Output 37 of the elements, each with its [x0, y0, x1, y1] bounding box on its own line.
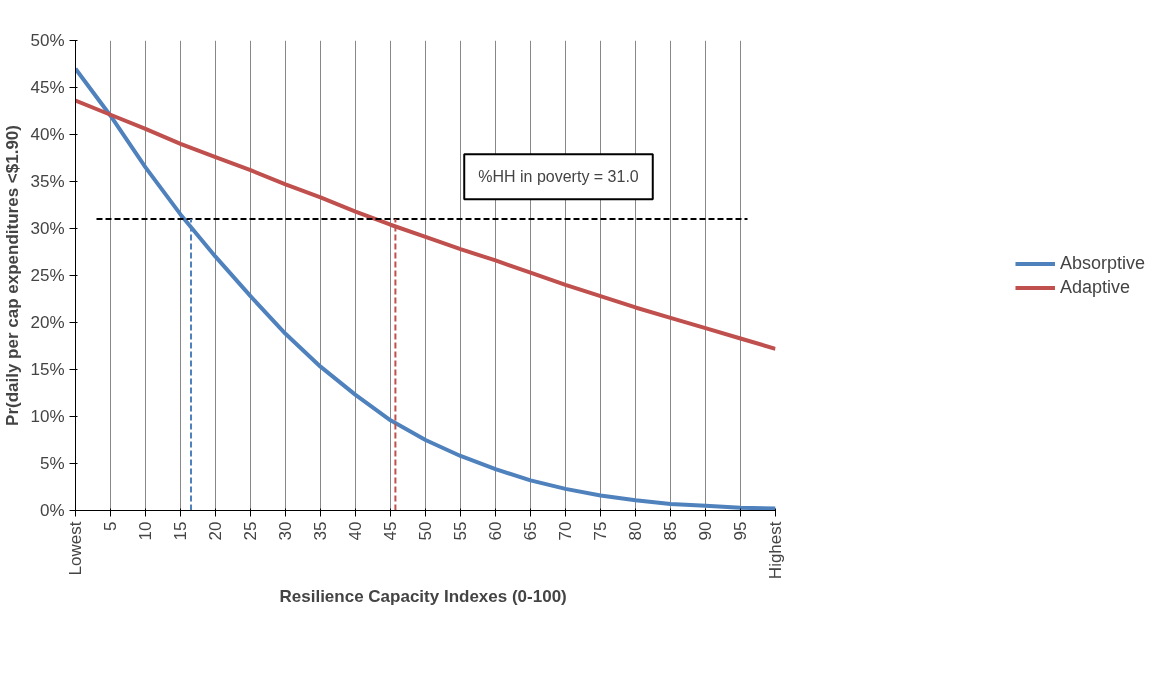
x-tick-label: 60 — [486, 521, 505, 541]
x-tick-label: 35 — [311, 521, 330, 541]
y-tick-label: 10% — [30, 407, 65, 426]
x-tick-label: 40 — [346, 521, 365, 541]
x-tick-label: 30 — [276, 521, 295, 541]
x-tick-label: 80 — [626, 521, 645, 541]
x-tick-label: 5 — [101, 521, 120, 531]
legend-label: Absorptive — [1059, 252, 1146, 274]
y-tick-label: 35% — [30, 172, 65, 191]
x-tick-label: Highest — [766, 521, 785, 580]
y-tick-label: 25% — [30, 266, 65, 285]
y-tick-label: 50% — [30, 31, 65, 50]
x-tick-label: 10 — [136, 521, 155, 541]
y-tick-label: 5% — [39, 454, 65, 473]
y-tick-label: 15% — [30, 360, 65, 379]
y-axis-title: Pr(daily per cap expenditures <$1.90) — [3, 125, 23, 426]
y-tick-label: 45% — [30, 78, 65, 97]
x-tick-label: 25 — [241, 521, 260, 541]
x-tick-label: 70 — [556, 521, 575, 541]
x-tick-label: 95 — [731, 521, 750, 541]
x-tick-label: 90 — [696, 521, 715, 541]
x-tick-label: 45 — [381, 521, 400, 541]
x-tick-label: 65 — [521, 521, 540, 541]
x-tick-label: Lowest — [66, 521, 85, 576]
y-tick-label: 40% — [30, 125, 65, 144]
x-tick-label: 20 — [206, 521, 225, 541]
x-tick-label: 55 — [451, 521, 470, 541]
x-tick-label: 50 — [416, 521, 435, 541]
y-tick-label: 0% — [39, 501, 65, 520]
x-tick-label: 15 — [171, 521, 190, 541]
x-axis-title: Resilience Capacity Indexes (0-100) — [279, 587, 567, 607]
annotation: %HH in poverty = 31.0 — [478, 168, 639, 186]
y-tick-label: 30% — [30, 219, 65, 238]
legend-label: Adaptive — [1059, 276, 1131, 298]
x-tick-label: 85 — [661, 521, 680, 541]
y-tick-label: 20% — [30, 313, 65, 332]
x-tick-label: 75 — [591, 521, 610, 541]
